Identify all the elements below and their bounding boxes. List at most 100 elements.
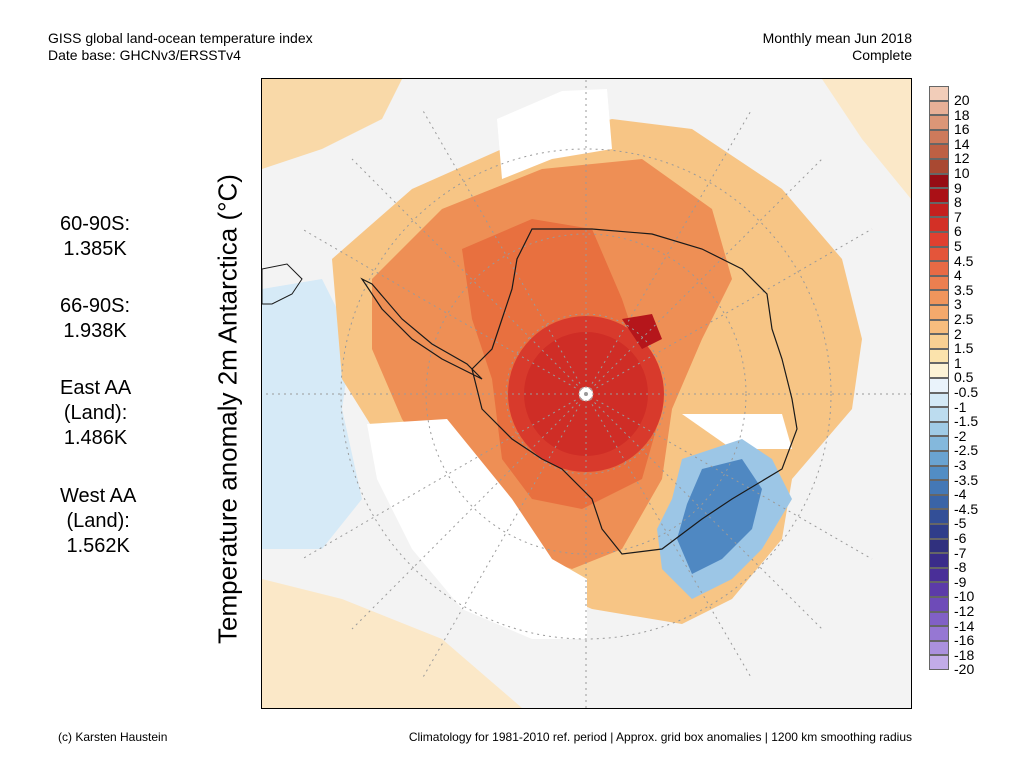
colorbar-tick-label: 4 — [954, 267, 962, 284]
colorbar-tick-label: -12 — [954, 603, 975, 619]
colorbar-tick-label: -2 — [954, 427, 967, 444]
colorbar-swatch — [929, 305, 949, 320]
colorbar-tick-label: 6 — [954, 223, 962, 240]
colorbar-swatch — [929, 524, 949, 539]
colorbar-swatch — [929, 421, 949, 437]
colorbar-tick-label: 3.5 — [954, 281, 974, 298]
colorbar-swatch — [929, 378, 949, 393]
colorbar-swatch — [929, 626, 949, 641]
cool-region-core — [677, 459, 762, 574]
missing-data-south — [367, 419, 587, 639]
colorbar-swatch — [929, 611, 949, 627]
polar-map — [262, 79, 911, 708]
colorbar-swatch — [929, 465, 949, 481]
colorbar-swatch — [929, 159, 949, 174]
colorbar-tick-label: -5 — [954, 515, 967, 532]
colorbar-swatch — [929, 494, 949, 510]
map-title: GISS global land-ocean temperature index — [48, 30, 313, 46]
graticule — [262, 79, 911, 708]
corner-warm-nw — [262, 79, 402, 169]
colorbar-swatch — [929, 173, 949, 189]
south-america-tip — [262, 263, 303, 305]
colorbar-swatch — [929, 407, 949, 422]
colorbar-tick-label: -16 — [954, 632, 975, 649]
colorbar-tick-label: -7 — [954, 544, 967, 561]
colorbar-swatch — [929, 334, 949, 349]
header-right: Monthly mean Jun 2018 Complete — [763, 30, 912, 64]
footnote-text: Climatology for 1981-2010 ref. period | … — [408, 730, 912, 744]
stat-east-aa: East AA (Land): 1.486K — [60, 376, 131, 451]
colorbar-swatch — [929, 129, 949, 145]
colorbar-swatch — [929, 655, 949, 670]
colorbar-tick-label: -4.5 — [954, 500, 979, 517]
stat-west-aa: West AA (Land): 1.562K — [60, 484, 136, 559]
colorbar-swatch — [929, 509, 949, 524]
colorbar-tick-label: 20 — [954, 92, 970, 108]
colorbar-tick-label: 3 — [954, 296, 962, 313]
stat-label: West AA — [60, 485, 137, 507]
colorbar-tick-label: 2 — [954, 325, 962, 342]
colorbar-tick-label: -8 — [954, 559, 967, 576]
colorbar-tick-label: -2.5 — [954, 442, 979, 459]
data-base-label: Date base: GHCNv3/ERSSTv4 — [48, 47, 241, 63]
colorbar-tick-label: 18 — [954, 106, 970, 123]
completeness-label: Complete — [852, 47, 912, 63]
colorbar-swatch — [929, 553, 949, 568]
stat-sublabel: (Land): — [66, 510, 130, 532]
colorbar-tick-label: -3.5 — [954, 471, 979, 488]
colorbar-tick-label: -4 — [954, 486, 967, 503]
colorbar-tick-label: 1 — [954, 354, 962, 371]
hotspot — [622, 314, 662, 349]
missing-data-east — [682, 414, 792, 449]
colorbar-swatch — [929, 582, 949, 597]
colorbar-tick-label: 1.5 — [954, 340, 974, 357]
colorbar-swatch — [929, 232, 949, 247]
colorbar-swatch — [929, 115, 949, 130]
colorbar-tick-label: -0.5 — [954, 384, 979, 400]
corner-warm-ne — [822, 79, 911, 199]
colorbar-swatch — [929, 275, 949, 291]
colorbar-tick-label: 14 — [954, 135, 970, 152]
colorbar-tick-label: 16 — [954, 121, 970, 138]
colorbar-swatch — [929, 217, 949, 232]
map-panel — [261, 78, 912, 709]
colorbar-tick-label: -18 — [954, 646, 975, 663]
colorbar-swatch — [929, 144, 949, 159]
period-label: Monthly mean Jun 2018 — [762, 30, 912, 46]
colorbar-swatch — [929, 392, 949, 408]
colorbar-swatch — [929, 451, 949, 466]
corner-warm-sw — [262, 579, 522, 708]
colorbar-tick-label: 2.5 — [954, 311, 974, 327]
axis-label: Temperature anomaly 2m Antarctica (°C) — [212, 174, 243, 644]
stat-value: 1.938K — [63, 320, 127, 342]
colorbar-swatch — [929, 290, 949, 305]
colorbar-tick-label: -1 — [954, 398, 967, 415]
colorbar-tick-label: 4.5 — [954, 252, 974, 269]
colorbar-swatch — [929, 86, 949, 101]
stat-value: 1.385K — [63, 238, 127, 260]
colorbar-tick-label: -6 — [954, 530, 967, 546]
colorbar-swatch — [929, 538, 949, 554]
colorbar-tick-label: -20 — [954, 661, 975, 678]
west-cool-patch — [262, 279, 362, 549]
colorbar-tick-label: 12 — [954, 150, 970, 167]
stat-sublabel: (Land): — [63, 402, 128, 424]
colorbar-swatch — [929, 597, 949, 612]
colorbar-tick-label: -10 — [954, 588, 975, 605]
colorbar-tick-label: 5 — [954, 238, 962, 254]
colorbar-swatch — [929, 100, 949, 116]
colorbar-tick-label: -9 — [954, 573, 967, 590]
colorbar-tick-label: 9 — [954, 179, 962, 196]
colorbar-swatch — [929, 261, 949, 276]
colorbar-swatch — [929, 480, 949, 495]
stat-label: 66-90S: — [60, 295, 131, 317]
colorbar-swatch — [929, 319, 949, 335]
colorbar-tick-label: 8 — [954, 194, 962, 211]
colorbar-swatch — [929, 567, 949, 583]
colorbar-swatch — [929, 640, 949, 656]
colorbar-swatch — [929, 202, 949, 218]
antarctica-coastline — [471, 228, 798, 555]
stat-66-90s: 66-90S: 1.938K — [60, 294, 130, 344]
colorbar-tick-label: -1.5 — [954, 413, 979, 430]
stat-60-90s: 60-90S: 1.385K — [60, 212, 130, 262]
